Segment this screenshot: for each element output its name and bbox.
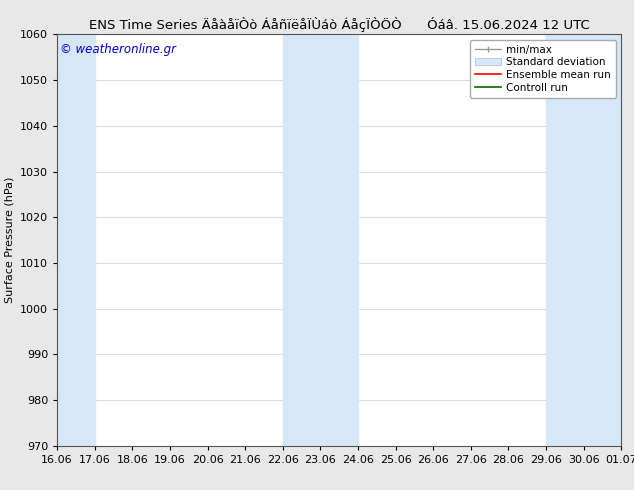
Bar	[283, 34, 358, 446]
Y-axis label: Surface Pressure (hPa): Surface Pressure (hPa)	[4, 177, 15, 303]
Bar	[57, 34, 94, 446]
Text: © weatheronline.gr: © weatheronline.gr	[60, 43, 176, 55]
Bar	[546, 34, 621, 446]
Legend: min/max, Standard deviation, Ensemble mean run, Controll run: min/max, Standard deviation, Ensemble me…	[470, 40, 616, 98]
Title: ENS Time Series ÄåàåïÒò ÁåñïëåÏÙáò ÁåçÏÒÖÒ      Óáâ. 15.06.2024 12 UTC: ENS Time Series ÄåàåïÒò ÁåñïëåÏÙáò ÁåçÏÒ…	[89, 17, 590, 32]
